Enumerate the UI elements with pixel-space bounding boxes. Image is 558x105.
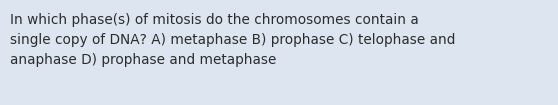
Text: In which phase(s) of mitosis do the chromosomes contain a
single copy of DNA? A): In which phase(s) of mitosis do the chro…: [10, 13, 455, 67]
